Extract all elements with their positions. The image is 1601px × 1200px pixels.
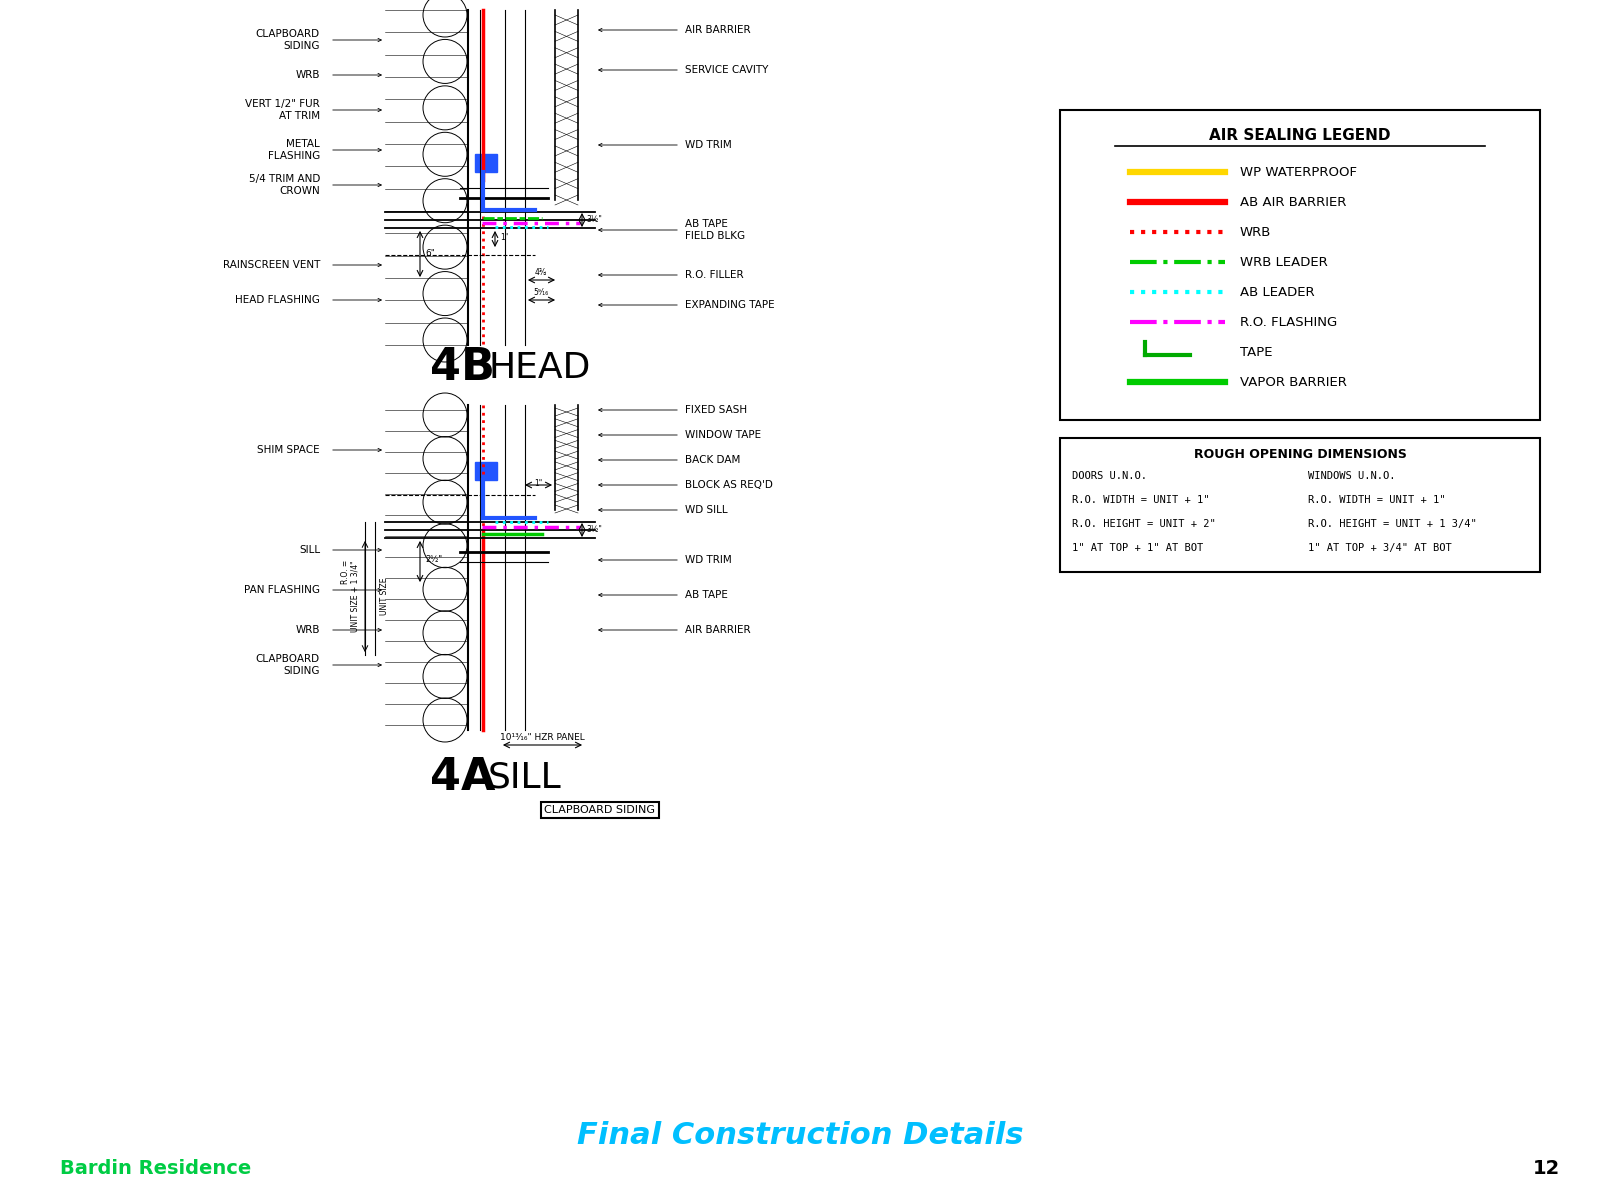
Text: 4⅜: 4⅜ [535, 268, 548, 277]
Text: R.O. FILLER: R.O. FILLER [685, 270, 743, 280]
Text: AIR BARRIER: AIR BARRIER [685, 625, 751, 635]
Bar [1060, 438, 1540, 572]
Text: Bardin Residence: Bardin Residence [59, 1158, 251, 1177]
Text: AB TAPE
FIELD BLKG: AB TAPE FIELD BLKG [685, 220, 744, 241]
Text: AIR BARRIER: AIR BARRIER [685, 25, 751, 35]
Bar [475, 154, 496, 172]
Text: SILL: SILL [488, 761, 562, 794]
Text: 5/4 TRIM AND
CROWN: 5/4 TRIM AND CROWN [248, 174, 320, 196]
Text: 1": 1" [533, 479, 543, 488]
Text: 5⁹⁄₁₆: 5⁹⁄₁₆ [533, 288, 549, 296]
Text: WRB: WRB [296, 70, 320, 80]
Text: CLAPBOARD
SIDING: CLAPBOARD SIDING [256, 654, 320, 676]
Text: 3½": 3½" [586, 526, 602, 534]
Text: AIR SEALING LEGEND: AIR SEALING LEGEND [1209, 128, 1391, 144]
Text: CLAPBOARD SIDING: CLAPBOARD SIDING [544, 805, 655, 815]
Text: R.O. WIDTH = UNIT + 1": R.O. WIDTH = UNIT + 1" [1308, 494, 1446, 505]
Text: AB TAPE: AB TAPE [685, 590, 728, 600]
Text: R.O. WIDTH = UNIT + 1": R.O. WIDTH = UNIT + 1" [1073, 494, 1209, 505]
Text: VAPOR BARRIER: VAPOR BARRIER [1241, 376, 1346, 389]
Text: HEAD FLASHING: HEAD FLASHING [235, 295, 320, 305]
Text: WD TRIM: WD TRIM [685, 140, 732, 150]
Text: WRB LEADER: WRB LEADER [1241, 256, 1327, 269]
Text: RAINSCREEN VENT: RAINSCREEN VENT [223, 260, 320, 270]
Text: ROUGH OPENING DIMENSIONS: ROUGH OPENING DIMENSIONS [1194, 448, 1406, 461]
Text: WD SILL: WD SILL [685, 505, 727, 515]
Text: 4B: 4B [431, 347, 495, 390]
Text: BACK DAM: BACK DAM [685, 455, 740, 464]
Text: R.O. =
UNIT SIZE + 1 3/4": R.O. = UNIT SIZE + 1 3/4" [341, 560, 360, 632]
Text: 3½": 3½" [586, 216, 602, 224]
Text: METAL
FLASHING: METAL FLASHING [267, 139, 320, 161]
Text: 2½": 2½" [424, 556, 442, 564]
Text: 1": 1" [500, 234, 508, 242]
Text: R.O. HEIGHT = UNIT + 2": R.O. HEIGHT = UNIT + 2" [1073, 518, 1215, 529]
Text: TAPE: TAPE [1241, 346, 1273, 359]
Text: DOORS U.N.O.: DOORS U.N.O. [1073, 470, 1146, 481]
Text: VERT 1/2" FUR
AT TRIM: VERT 1/2" FUR AT TRIM [245, 100, 320, 121]
Text: WINDOW TAPE: WINDOW TAPE [685, 430, 760, 440]
Text: 12: 12 [1532, 1158, 1559, 1177]
Text: HEAD: HEAD [488, 350, 591, 385]
Text: CLAPBOARD
SIDING: CLAPBOARD SIDING [256, 29, 320, 50]
Text: WRB: WRB [1241, 226, 1271, 239]
Text: R.O. FLASHING: R.O. FLASHING [1241, 316, 1337, 329]
Text: BLOCK AS REQ'D: BLOCK AS REQ'D [685, 480, 773, 490]
Text: 10¹³⁄₁₆" HZR PANEL: 10¹³⁄₁₆" HZR PANEL [500, 733, 584, 742]
Bar [1060, 110, 1540, 420]
Text: UNIT SIZE: UNIT SIZE [379, 577, 389, 614]
Text: AB LEADER: AB LEADER [1241, 286, 1314, 299]
Text: WP WATERPROOF: WP WATERPROOF [1241, 166, 1358, 179]
Text: PAN FLASHING: PAN FLASHING [243, 584, 320, 595]
Text: 1" AT TOP + 1" AT BOT: 1" AT TOP + 1" AT BOT [1073, 542, 1204, 553]
Text: SERVICE CAVITY: SERVICE CAVITY [685, 65, 768, 74]
Text: WINDOWS U.N.O.: WINDOWS U.N.O. [1308, 470, 1396, 481]
Text: R.O. HEIGHT = UNIT + 1 3/4": R.O. HEIGHT = UNIT + 1 3/4" [1308, 518, 1476, 529]
Text: 4A: 4A [431, 756, 495, 799]
Text: EXPANDING TAPE: EXPANDING TAPE [685, 300, 775, 310]
Text: AB AIR BARRIER: AB AIR BARRIER [1241, 196, 1346, 209]
Text: WD TRIM: WD TRIM [685, 554, 732, 565]
Text: Final Construction Details: Final Construction Details [576, 1121, 1023, 1150]
Text: 1" AT TOP + 3/4" AT BOT: 1" AT TOP + 3/4" AT BOT [1308, 542, 1452, 553]
Text: FIXED SASH: FIXED SASH [685, 404, 748, 415]
Text: SILL: SILL [299, 545, 320, 554]
Text: SHIM SPACE: SHIM SPACE [258, 445, 320, 455]
Text: 6": 6" [424, 248, 435, 258]
Bar [475, 462, 496, 480]
Text: WRB: WRB [296, 625, 320, 635]
